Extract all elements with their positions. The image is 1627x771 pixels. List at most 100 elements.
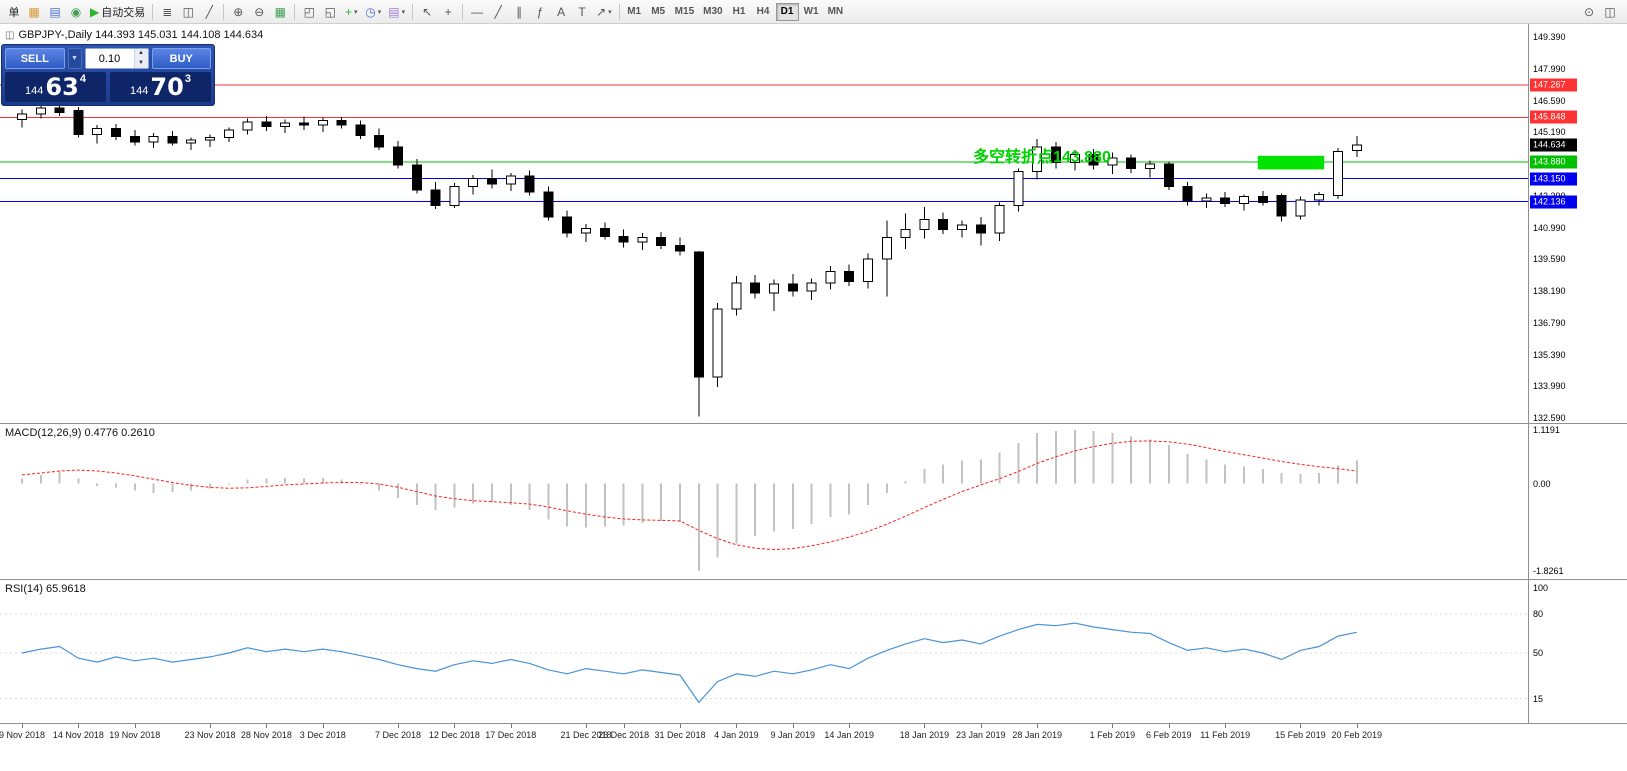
volume-input[interactable] <box>85 49 134 68</box>
cursor-icon[interactable]: ↖ <box>417 2 437 22</box>
candle-body <box>1276 195 1287 217</box>
main-chart-title: GBPJPY-,Daily 144.393 145.031 144.108 14… <box>18 29 264 41</box>
time-axis-label: 15 Feb 2019 <box>1275 730 1326 740</box>
candle-body <box>618 235 629 243</box>
rsi-pane[interactable]: RSI(14) 65.9618 100 80 50 15 <box>0 580 1627 724</box>
timeframe-h1[interactable]: H1 <box>732 6 746 17</box>
horizontal-line-icon[interactable]: — <box>467 2 487 22</box>
candle-body <box>1201 197 1212 202</box>
new-chart-icon-glyph: ▦ <box>28 4 40 19</box>
candle-body <box>938 218 949 231</box>
search-icon[interactable]: ⊙ <box>1579 2 1599 22</box>
data-window-icon[interactable]: ◉ <box>66 2 86 22</box>
candlestick-chart-icon[interactable]: ◫ <box>178 2 198 22</box>
timeframe-mn[interactable]: MN <box>827 6 844 17</box>
new-window-icon-glyph: ◫ <box>1604 4 1616 19</box>
add-indicator-button[interactable]: + ▾ <box>341 2 361 22</box>
timeframe-m1[interactable]: M1 <box>627 6 642 17</box>
dropdown-caret-icon[interactable]: ▾ <box>608 8 612 16</box>
macd-plot[interactable] <box>0 424 1528 579</box>
cascade-windows-icon-glyph: ◱ <box>324 4 336 19</box>
text-icon[interactable]: A <box>551 2 571 22</box>
rsi-axis-label: 80 <box>1533 609 1544 619</box>
time-axis[interactable]: 9 Nov 2018 14 Nov 2018 19 Nov 2018 23 Nov 2… <box>0 724 1627 746</box>
add-indicator-glyph: + <box>344 4 352 19</box>
candle-body <box>148 136 159 143</box>
zoom-out-icon[interactable]: ⊖ <box>249 2 269 22</box>
fibonacci-icon[interactable]: ƒ <box>530 2 550 22</box>
timeframe-m15[interactable]: M15 <box>674 6 695 17</box>
candle-body <box>1220 197 1231 205</box>
profiles-icon[interactable]: ▤ <box>45 2 65 22</box>
volume-field: ▲ ▼ <box>84 48 149 69</box>
sell-price-display[interactable]: 144 63 4 <box>5 72 106 102</box>
toolbar-separator <box>618 3 620 20</box>
main-chart-plot[interactable] <box>0 24 1528 423</box>
pivot-annotation-text[interactable]: 多空转折点143.880 <box>973 149 1111 166</box>
buy-price-display[interactable]: 144 70 3 <box>110 72 211 102</box>
candle-body <box>975 224 986 234</box>
rsi-axis-label: 50 <box>1533 648 1544 658</box>
new-order-button[interactable]: 单 <box>3 2 23 22</box>
candle-body <box>355 124 366 136</box>
crosshair-icon[interactable]: + <box>438 2 458 22</box>
timeframe-d1[interactable]: D1 <box>775 2 799 21</box>
dropdown-caret-icon[interactable]: ▾ <box>401 8 406 16</box>
time-axis-label: 28 Jan 2019 <box>1012 730 1062 740</box>
time-axis-label: 9 Nov 2018 <box>0 730 46 740</box>
new-chart-icon[interactable]: ▦ <box>24 2 44 22</box>
candle-body <box>1032 146 1043 173</box>
bar-chart-icon[interactable]: ≣ <box>157 2 177 22</box>
candle-body <box>261 121 272 127</box>
candle-body <box>806 282 817 292</box>
dropdown-caret-icon[interactable]: ▾ <box>353 8 358 16</box>
grid-icon[interactable]: ▦ <box>270 2 290 22</box>
sell-button[interactable]: SELL <box>5 48 65 69</box>
periods-button[interactable]: ◷ ▾ <box>362 2 384 22</box>
time-axis-tick <box>849 724 851 728</box>
new-window-icon[interactable]: ◫ <box>1600 2 1620 22</box>
toolbar-separator <box>412 3 414 20</box>
zoom-in-icon-glyph: ⊕ <box>233 4 244 19</box>
tile-windows-icon[interactable]: ◰ <box>299 2 319 22</box>
timeframe-m30[interactable]: M30 <box>703 6 723 17</box>
price-badge-143.150: 143.150 <box>1530 172 1577 185</box>
main-chart-pane[interactable]: ◫ GBPJPY-,Daily 144.393 145.031 144.108 … <box>0 24 1627 424</box>
candle-body <box>675 244 685 252</box>
timeframe-w1[interactable]: W1 <box>803 6 819 17</box>
timeframe-h4[interactable]: H4 <box>756 6 770 17</box>
volume-decrease-button[interactable]: ▼ <box>134 58 148 68</box>
highlight-rectangle[interactable] <box>1257 155 1325 170</box>
time-axis-label: 1 Feb 2019 <box>1089 730 1136 740</box>
candle-body <box>393 146 403 166</box>
time-axis-label: 28 Nov 2018 <box>240 730 292 740</box>
autotrading-button[interactable]: ▶ 自动交易 <box>87 2 148 22</box>
macd-axis-label: -1.8261 <box>1533 566 1564 576</box>
price-axis-label: 132.590 <box>1533 413 1566 423</box>
rsi-axis[interactable]: 100 80 50 15 <box>1528 580 1627 723</box>
trendline-icon[interactable]: ╱ <box>488 2 508 22</box>
candle-body <box>1069 154 1080 164</box>
text-label-icon[interactable]: T <box>572 2 592 22</box>
candle-body <box>73 110 84 135</box>
buy-button[interactable]: BUY <box>151 48 211 69</box>
arrows-button[interactable]: ↗ ▾ <box>593 2 615 22</box>
macd-pane[interactable]: MACD(12,26,9) 0.4776 0.2610 1.1191 0.00 -1… <box>0 424 1627 580</box>
one-click-menu-caret-icon[interactable]: ▼ <box>67 48 82 69</box>
rsi-plot[interactable] <box>0 580 1528 723</box>
templates-button[interactable]: ▤ ▾ <box>385 2 408 22</box>
timeframe-m5[interactable]: M5 <box>651 6 666 17</box>
candle-body <box>863 258 873 283</box>
dropdown-caret-icon[interactable]: ▾ <box>377 8 382 16</box>
price-axis[interactable]: 149.390147.990146.590145.190143.790142.3… <box>1528 24 1627 423</box>
zoom-in-icon[interactable]: ⊕ <box>228 2 248 22</box>
volume-increase-button[interactable]: ▲ <box>134 49 148 59</box>
cascade-windows-icon[interactable]: ◱ <box>320 2 340 22</box>
line-chart-icon[interactable]: ╱ <box>199 2 219 22</box>
candle-body <box>336 120 347 126</box>
equidistant-channel-icon[interactable]: ∥ <box>509 2 529 22</box>
macd-axis[interactable]: 1.1191 0.00 -1.8261 <box>1528 424 1627 579</box>
time-axis-label: 26 Dec 2018 <box>598 730 650 740</box>
candle-body <box>1295 199 1306 217</box>
candle-body <box>129 136 140 143</box>
